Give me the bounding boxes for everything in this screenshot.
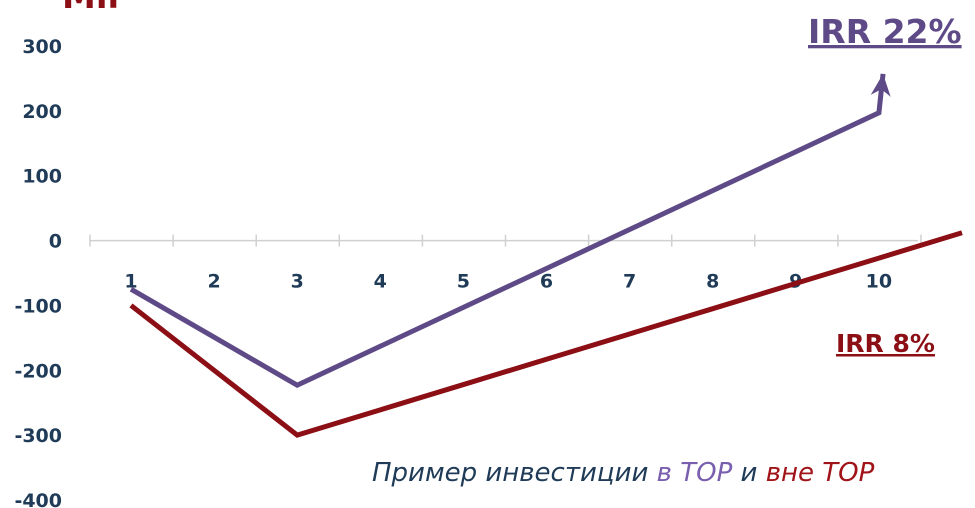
series-arrow-head: [870, 73, 891, 97]
series-lines: [129, 73, 963, 438]
y-tick-label: -200: [14, 360, 62, 382]
x-axis: [89, 234, 922, 247]
y-tick-label: 100: [22, 166, 62, 188]
x-tick-label: 3: [291, 271, 304, 293]
y-axis-ticks: 300 200 100 0 -100 -200 -300 -400: [14, 36, 62, 508]
x-tick-label: 6: [540, 271, 553, 293]
x-tick-label: 2: [207, 271, 220, 293]
chart-caption: Пример инвестиции в TOP и вне TOP: [372, 458, 875, 488]
y-tick-label: 0: [49, 231, 62, 253]
series-line-top: [129, 73, 886, 389]
irr-top-label: IRR 22%: [808, 12, 962, 51]
caption-middle: и: [732, 458, 765, 488]
x-tick-label: 5: [457, 271, 470, 293]
y-tick-label: -100: [14, 295, 62, 317]
y-tick-label: -300: [14, 425, 62, 447]
x-tick-label: 8: [706, 271, 719, 293]
y-tick-label: 200: [22, 101, 62, 123]
x-tick-label: 1: [124, 271, 137, 293]
x-tick-label: 7: [623, 271, 636, 293]
x-axis-ticks: 1 2 3 4 5 6 7 8 9 10: [124, 271, 892, 293]
y-tick-label: 300: [22, 36, 62, 58]
y-tick-label: -400: [14, 490, 62, 508]
x-tick-label: 10: [866, 271, 892, 293]
caption-prefix: Пример инвестиции: [372, 458, 657, 488]
irr-out-label: IRR 8%: [836, 329, 935, 358]
caption-top: в TOP: [657, 458, 733, 488]
unit-label: Mil: [62, 0, 119, 17]
x-tick-label: 4: [374, 271, 387, 293]
series-line-out: [129, 230, 963, 438]
caption-out: вне TOP: [766, 458, 875, 488]
